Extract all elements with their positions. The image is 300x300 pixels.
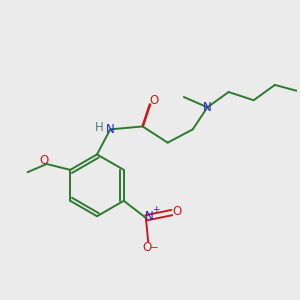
Text: −: − — [150, 244, 159, 254]
Text: O: O — [149, 94, 158, 107]
Text: N: N — [203, 101, 212, 114]
Text: H: H — [95, 121, 103, 134]
Text: N: N — [144, 210, 153, 223]
Text: +: + — [152, 205, 160, 214]
Text: O: O — [172, 205, 182, 218]
Text: O: O — [142, 241, 152, 254]
Text: N: N — [106, 123, 115, 136]
Text: O: O — [40, 154, 49, 167]
